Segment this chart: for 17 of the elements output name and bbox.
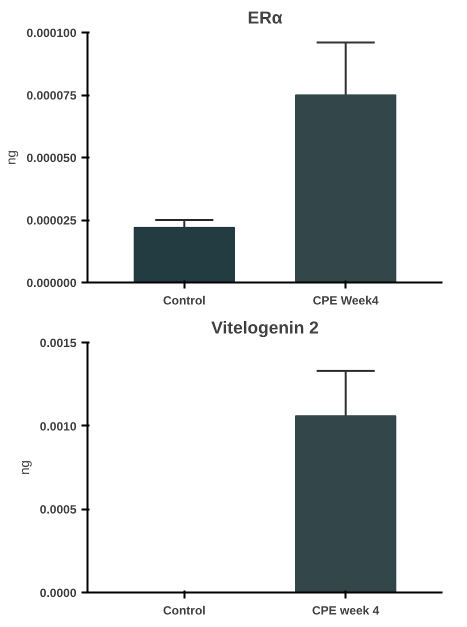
x-tick-label: Control [162, 294, 206, 308]
y-tick-label: 0.0015 [40, 336, 77, 350]
x-tick-label: CPE week 4 [312, 604, 380, 618]
y-tick-label: 0.000025 [26, 214, 77, 228]
y-tick-label: 0.0005 [40, 502, 77, 517]
chart-title: Vitelogenin 2 [211, 318, 319, 338]
y-axis-title: ng [16, 460, 32, 475]
y-tick-label: 0.0010 [40, 419, 77, 434]
chart-title: ERα [248, 8, 283, 28]
y-axis-title: ng [3, 150, 18, 165]
x-tick-label: CPE Week4 [312, 294, 379, 308]
y-tick-label: 0.000075 [26, 88, 77, 102]
y-tick-label: 0.000100 [26, 26, 77, 40]
y-tick-label: 0.000000 [26, 276, 77, 290]
y-tick-label: 0.0000 [40, 586, 77, 600]
y-tick-label: 0.000050 [26, 151, 77, 165]
x-tick-label: Control [162, 604, 206, 618]
